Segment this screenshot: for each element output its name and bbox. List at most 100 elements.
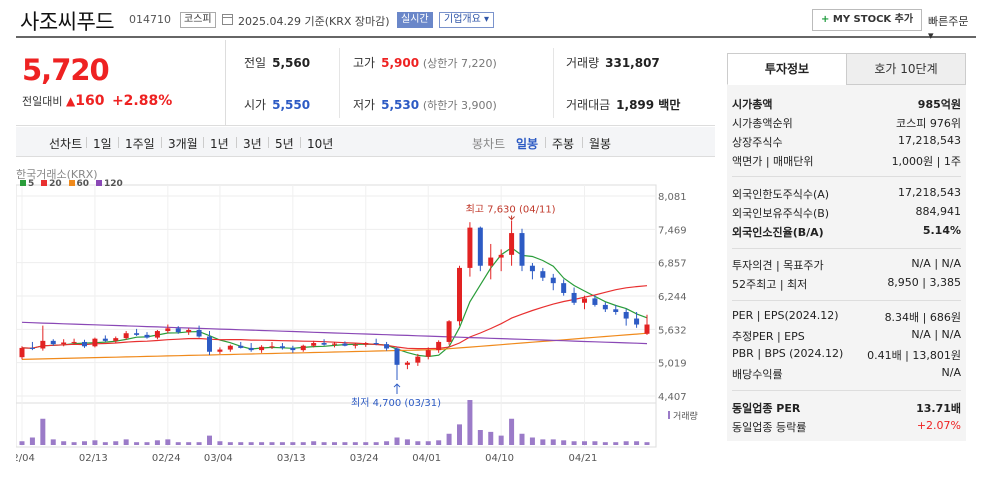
change-percent: +2.88% [111,93,173,109]
divider [732,176,961,177]
ma60-legend: 60 [68,179,89,189]
volume-bar [134,442,140,445]
candle-body [634,318,640,325]
candle-body [488,257,494,266]
candle-body [175,328,181,333]
volume-bar [154,440,160,445]
info-label: PBR | BPS (2024.12) [732,347,844,360]
high-annotation: 최고 7,630 (04/11) [466,204,556,216]
volume-bar [467,400,473,445]
candle-body [436,341,442,351]
change-label: 전일대비 [22,95,63,108]
info-value: N/A | N/A [911,257,961,270]
tab-monthly-candle[interactable]: 월봉 [589,137,612,151]
volume-bar [186,442,192,445]
info-row-market-cap-rank[interactable]: 시가총액순위 코스피 976위 [732,115,961,133]
tab-10year[interactable]: 10년 [307,137,334,151]
divider [300,137,301,148]
info-row-sector-change[interactable]: 동일업종 등락률 +2.07% [732,419,961,437]
tab-1day[interactable]: 1일 [93,137,112,151]
tab-line-chart[interactable]: 선차트 [49,137,83,151]
info-value: 13.71배 [916,402,961,415]
candle-body [71,341,77,343]
ma5-legend: 5 [20,179,34,189]
volume-bar [519,433,525,445]
price-chart[interactable]: 8,081 7,469 6,857 6,244 5,632 5,019 4,407 02/04… [16,158,715,490]
candle-body [394,348,400,365]
volume-bar [165,439,171,445]
info-label: 배당수익률 [732,368,783,381]
tab-weekly-candle[interactable]: 주봉 [552,137,575,151]
candle-body [165,328,171,332]
info-value: 985억원 [917,98,961,111]
tab-3month[interactable]: 3개월 [168,137,198,151]
base-date: 2025.04.29 기준(KRX 장마감) [238,15,390,28]
candle-body [602,304,608,310]
open-price: 시가 5,550 [244,98,311,112]
tab-5year[interactable]: 5년 [275,137,294,151]
info-value: +2.07% [916,419,961,432]
volume-bar [102,442,108,445]
y-tick-label: 7,469 [658,225,687,236]
company-overview-button[interactable]: 기업개요 ▾ [439,12,494,28]
volume-bar [321,442,327,445]
divider [732,300,961,301]
candle-body [227,345,233,350]
current-price: 5,720 [22,53,110,87]
candle-body [509,233,515,255]
y-tick-label: 5,632 [658,325,687,336]
info-row-listed-shares: 상장주식수 17,218,543 [732,134,961,152]
candle-chart-label[interactable]: 봉차트 [472,137,506,151]
volume: 거래량 331,807 [566,56,660,70]
plus-icon: + [821,14,830,25]
candle-body [279,346,285,348]
info-label: 상장주식수 [732,136,783,149]
candle-body [196,329,202,337]
volume-bar [19,441,25,445]
tab-3year[interactable]: 3년 [243,137,262,151]
info-label: 시가총액 [732,98,773,111]
candle-body [363,343,369,345]
stock-code: 014710 [129,13,171,26]
x-tick-label: 02/04 [16,453,35,464]
volume-bar [50,439,56,445]
candle-body [290,347,296,351]
candle-body [571,292,577,303]
tab-orderbook-10[interactable]: 호가 10단계 [846,53,966,85]
volume-bar [342,442,348,445]
divider [553,48,554,118]
tab-daily-candle[interactable]: 일봉 [516,137,539,151]
tab-1week[interactable]: 1주일 [125,137,155,151]
info-value: 5.14% [922,224,961,237]
candle-body [269,346,275,348]
candle-body [144,334,150,338]
volume-bar [415,441,421,445]
realtime-button[interactable]: 실시간 [397,12,433,28]
x-tick-label: 04/21 [569,453,598,464]
info-row-sector-per[interactable]: 동일업종 PER 13.71배 [732,400,961,418]
volume-bar [290,442,296,445]
change-value: 160 [75,93,105,109]
x-tick-label: 02/13 [79,453,108,464]
tab-1year[interactable]: 1년 [210,137,229,151]
volume-bar [352,442,358,445]
volume-label: 거래량 [673,410,698,422]
divider [118,137,119,148]
volume-bar [644,442,650,445]
tab-investment-info[interactable]: 투자정보 [727,53,847,85]
volume-bar [279,442,285,445]
add-mystock-button[interactable]: + MY STOCK 추가 [812,9,923,31]
volume-bar [29,437,35,445]
candle-body [446,321,452,342]
info-label: 추정PER | EPS [732,330,805,343]
info-label: 동일업종 등락률 [732,421,807,434]
info-row-foreign-limit: 외국인한도주식수(A) 17,218,543 [732,186,961,204]
volume-bar [384,441,390,445]
ma120-legend: 120 [95,179,123,189]
volume-bar [82,441,87,445]
candle-body [540,271,546,278]
ma-legend: 5 20 60 120 [20,179,127,189]
volume-bar [175,442,181,445]
divider [339,48,340,118]
quick-order-button[interactable]: 빠른주문 ▾ [928,15,969,42]
